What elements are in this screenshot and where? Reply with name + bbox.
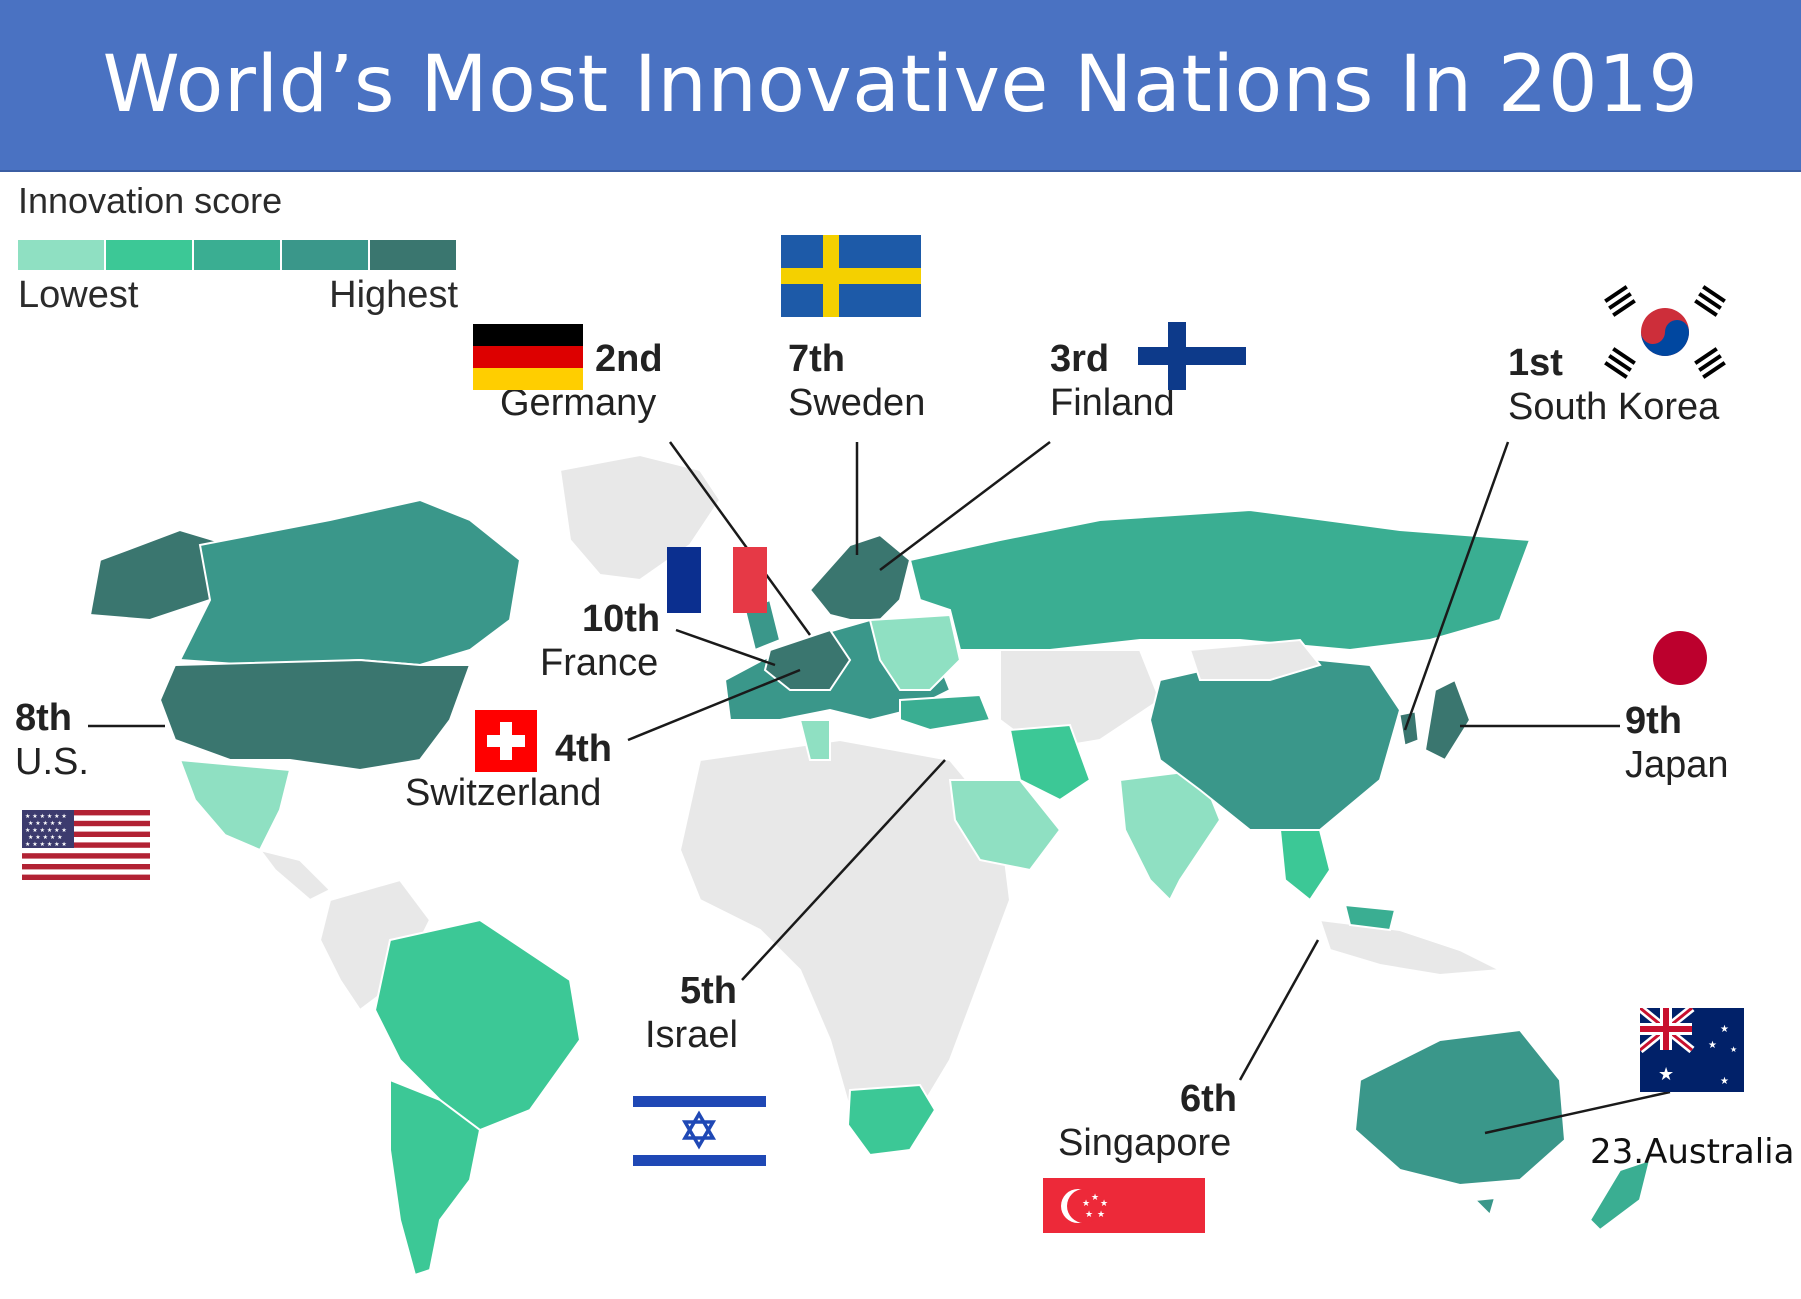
map-north-africa-scored [798, 719, 831, 761]
flag-australia-icon: ★ ★ ★ ★ ★ [1640, 1008, 1744, 1092]
svg-text:★: ★ [1100, 1199, 1108, 1209]
svg-text:★: ★ [1708, 1040, 1717, 1051]
label-australia: 23.Australia [1590, 1132, 1795, 1172]
map-brazil [373, 918, 582, 1132]
label-usa: 8th U.S. [15, 697, 89, 784]
flag-japan-icon [1640, 628, 1720, 688]
map-argentina [389, 1078, 482, 1277]
svg-text:★ ★ ★ ★ ★ ★: ★ ★ ★ ★ ★ ★ [25, 841, 67, 848]
flag-switzerland-icon [475, 710, 537, 772]
rank-text: 7th [788, 338, 845, 380]
flag-usa-icon: ★ ★ ★ ★ ★ ★ ★ ★ ★ ★ ★ ★ ★ ★ ★ ★ ★ ★ ★ ★ ★ … [22, 810, 150, 880]
map-japan [1423, 678, 1472, 762]
rank-text: 10th [582, 598, 661, 640]
map-canada [178, 498, 522, 667]
map-eastern-europe [868, 613, 962, 691]
map-scandinavia [808, 533, 912, 621]
legend-swatch-4 [282, 240, 368, 270]
map-malaysia [1343, 903, 1397, 932]
rank-text: 9th [1625, 700, 1682, 742]
flag-south-korea-icon [1585, 280, 1745, 385]
label-south-korea: 1st South Korea [1508, 342, 1719, 429]
flag-singapore-icon: ★ ★ ★ ★ ★ [1043, 1178, 1205, 1233]
svg-text:★: ★ [1091, 1193, 1099, 1203]
legend-low-label: Lowest [18, 274, 139, 316]
rank-text: 1st [1508, 342, 1563, 384]
flag-sweden-icon [781, 235, 921, 317]
rank-text: 3rd [1050, 338, 1110, 380]
svg-text:★ ★ ★ ★ ★: ★ ★ ★ ★ ★ [28, 820, 63, 827]
legend: Innovation score Lowest Highest [18, 180, 458, 317]
map-saudi [948, 779, 1062, 872]
country-text: Sweden [788, 381, 926, 424]
svg-text:★: ★ [1085, 1210, 1093, 1220]
map-tasmania [1472, 1196, 1497, 1217]
country-text: Israel [645, 1013, 738, 1056]
svg-text:★ ★ ★ ★ ★ ★: ★ ★ ★ ★ ★ ★ [25, 827, 67, 834]
label-sweden: 7th Sweden [788, 338, 925, 425]
map-russia [908, 508, 1532, 652]
legend-high-label: Highest [329, 274, 458, 316]
label-finland: 3rd Finland [1050, 338, 1175, 425]
country-text: Singapore [1058, 1121, 1232, 1164]
svg-text:★: ★ [1097, 1210, 1105, 1220]
label-israel: 5th Israel [645, 970, 738, 1057]
country-text: U.S. [15, 740, 89, 783]
svg-text:★: ★ [1720, 1076, 1729, 1087]
map-mexico [178, 758, 292, 852]
svg-text:★ ★ ★ ★ ★ ★: ★ ★ ★ ★ ★ ★ [25, 813, 67, 820]
map-central-asia [999, 649, 1162, 752]
map-indonesia [1318, 918, 1504, 977]
svg-text:★: ★ [1082, 1199, 1090, 1209]
legend-swatch-3 [194, 240, 280, 270]
world-map [88, 441, 1671, 1277]
legend-swatch-1 [18, 240, 104, 270]
rank-text: 4th [555, 728, 612, 770]
rank-text: 5th [680, 970, 737, 1012]
map-australia [1353, 1028, 1567, 1187]
svg-text:★: ★ [1730, 1045, 1737, 1054]
label-switzerland: 4th Switzerland [405, 728, 612, 815]
label-japan: 9th Japan [1625, 700, 1729, 787]
country-text: South Korea [1508, 385, 1720, 428]
rank-text: 2nd [595, 338, 663, 380]
svg-text:★ ★ ★ ★ ★: ★ ★ ★ ★ ★ [28, 834, 63, 841]
legend-title: Innovation score [18, 180, 283, 221]
map-usa [158, 658, 472, 772]
leader-lines [88, 441, 1671, 1135]
map-turkey [899, 693, 992, 732]
flag-israel-icon [633, 1092, 766, 1170]
svg-text:★: ★ [1720, 1024, 1729, 1035]
title-bar: World’s Most Innovative Nations In 2019 [0, 0, 1801, 172]
country-text: France [540, 641, 659, 684]
flag-france-icon [667, 547, 767, 613]
map-iran [1008, 723, 1092, 802]
country-text: Japan [1625, 743, 1729, 786]
rank-text: 6th [1180, 1078, 1237, 1120]
map-mongolia [1188, 638, 1322, 681]
label-singapore: 6th Singapore [1058, 1078, 1237, 1165]
legend-swatch-2 [106, 240, 192, 270]
map-south-africa [846, 1083, 937, 1157]
flag-finland-icon [1138, 322, 1246, 390]
svg-text:★: ★ [1658, 1064, 1674, 1085]
map-central-america [257, 848, 332, 902]
flag-germany-icon [473, 324, 583, 390]
page-title: World’s Most Innovative Nations In 2019 [102, 40, 1699, 130]
legend-swatch-5 [370, 240, 456, 270]
rank-text: 8th [15, 697, 72, 739]
country-text: Switzerland [405, 771, 602, 814]
map-southeast-asia [1278, 829, 1332, 902]
map-new-zealand [1588, 1158, 1652, 1232]
legend-color-scale [18, 240, 456, 270]
label-france: 10th France [540, 598, 660, 685]
